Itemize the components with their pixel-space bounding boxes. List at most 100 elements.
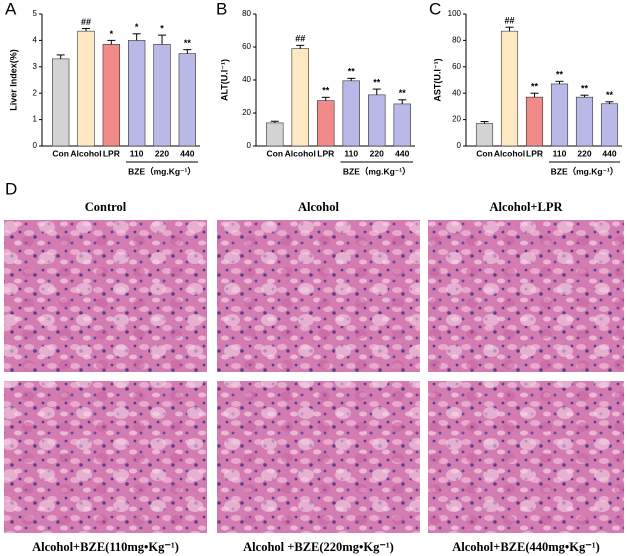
x-tick-label: Con <box>476 148 493 158</box>
significance-label: ## <box>81 17 91 27</box>
significance-label: ** <box>581 84 589 94</box>
panel-letter: A <box>5 0 17 18</box>
error-bar <box>82 28 90 32</box>
y-axis-label: ALT(U.l⁻¹) <box>219 59 229 101</box>
image-caption: Alcohol+BZE(440mg•Kg⁻¹) <box>452 540 600 554</box>
error-bar <box>398 99 407 104</box>
bar <box>393 103 411 147</box>
histology-overlay <box>428 220 624 372</box>
bar <box>153 44 171 147</box>
panel-letter: C <box>429 0 441 18</box>
x-tick-label: Con <box>266 148 283 158</box>
x-tick-label: 110 <box>344 148 358 158</box>
significance-label: ## <box>504 16 514 26</box>
x-tick-label: Alcohol <box>70 148 101 158</box>
x-tick-label: 220 <box>370 148 384 158</box>
error-bar <box>530 92 539 98</box>
bar <box>550 83 569 147</box>
y-tick-label: 5 <box>33 9 38 18</box>
y-tick-label: 40 <box>242 75 251 84</box>
x-tick-label: 220 <box>155 148 169 158</box>
y-tick-label: 0 <box>33 141 38 150</box>
x-tick-label: Alcohol <box>285 148 316 158</box>
bar <box>266 122 284 147</box>
histology-overlay <box>217 381 420 533</box>
histology-overlay <box>428 381 624 533</box>
error-bar <box>321 96 330 101</box>
error-bar <box>372 88 381 95</box>
x-tick-label: LPR <box>317 148 334 158</box>
image-caption: Alcohol <box>298 200 340 214</box>
significance-label: ** <box>399 88 407 98</box>
bar <box>342 80 360 147</box>
significance-label: ** <box>606 90 614 100</box>
bar <box>77 30 95 147</box>
significance-label: * <box>110 29 114 39</box>
histology-overlay <box>4 220 207 372</box>
error-bar <box>270 120 279 123</box>
error-bar <box>605 101 614 104</box>
bar <box>178 53 196 147</box>
bar <box>368 94 386 147</box>
error-bar <box>132 33 141 41</box>
y-tick-label: 80 <box>452 36 461 45</box>
image-caption: Control <box>85 200 127 214</box>
x-tick-label: 110 <box>130 148 144 158</box>
bar <box>575 96 594 147</box>
x-tick-label: 110 <box>553 148 567 158</box>
error-bar <box>555 80 564 84</box>
error-bar <box>158 34 166 45</box>
significance-label: ** <box>556 70 564 80</box>
image-caption: Alcohol+BZE(110mg•Kg⁻¹) <box>32 540 179 554</box>
y-tick-label: 0 <box>247 141 252 150</box>
y-axis-label: AST(U.l⁻¹) <box>432 58 442 101</box>
x-tick-label: 440 <box>180 148 194 158</box>
significance-label: ** <box>531 82 539 92</box>
bar <box>291 48 309 147</box>
image-caption: Alcohol +BZE(220mg•Kg⁻¹) <box>243 540 394 554</box>
bar <box>52 58 70 147</box>
bar <box>525 96 544 147</box>
x-tick-label: 440 <box>395 148 409 158</box>
x-tick-label: Con <box>52 148 69 158</box>
bar <box>600 103 619 147</box>
bar <box>102 44 120 147</box>
histology-overlay <box>217 220 420 372</box>
significance-label: ## <box>295 34 305 44</box>
y-tick-label: 60 <box>242 42 251 51</box>
y-tick-label: 20 <box>452 115 461 124</box>
y-tick-label: 40 <box>452 88 461 97</box>
bar <box>317 100 335 147</box>
x-tick-label: 220 <box>577 148 591 158</box>
bar <box>500 30 519 147</box>
group-label: BZE（mg.Kg⁻¹） <box>551 166 619 176</box>
y-tick-label: 20 <box>242 108 251 117</box>
error-bar <box>480 121 489 124</box>
y-axis-label: Liver Index(%) <box>8 49 18 111</box>
significance-label: ** <box>373 77 381 87</box>
error-bar <box>183 49 192 54</box>
x-tick-label: LPR <box>103 148 120 158</box>
error-bar <box>505 26 514 32</box>
x-tick-label: LPR <box>526 148 543 158</box>
group-label: BZE（mg.Kg⁻¹） <box>343 166 411 176</box>
y-tick-label: 100 <box>448 9 462 18</box>
y-tick-label: 60 <box>452 62 461 71</box>
error-bar <box>56 54 65 59</box>
group-label: BZE（mg.Kg⁻¹） <box>128 166 196 176</box>
panel-letter: B <box>216 0 227 18</box>
x-tick-label: 440 <box>602 148 616 158</box>
y-tick-label: 4 <box>33 36 38 45</box>
y-tick-label: 1 <box>33 115 38 124</box>
bar <box>128 40 146 147</box>
bar <box>475 123 494 147</box>
significance-label: ** <box>322 86 330 96</box>
error-bar <box>347 77 356 81</box>
panel-letter: D <box>5 179 17 198</box>
error-bar <box>580 94 589 98</box>
y-tick-label: 0 <box>457 141 462 150</box>
significance-label: * <box>135 22 139 32</box>
x-tick-label: Alcohol <box>494 148 525 158</box>
error-bar <box>107 39 116 45</box>
